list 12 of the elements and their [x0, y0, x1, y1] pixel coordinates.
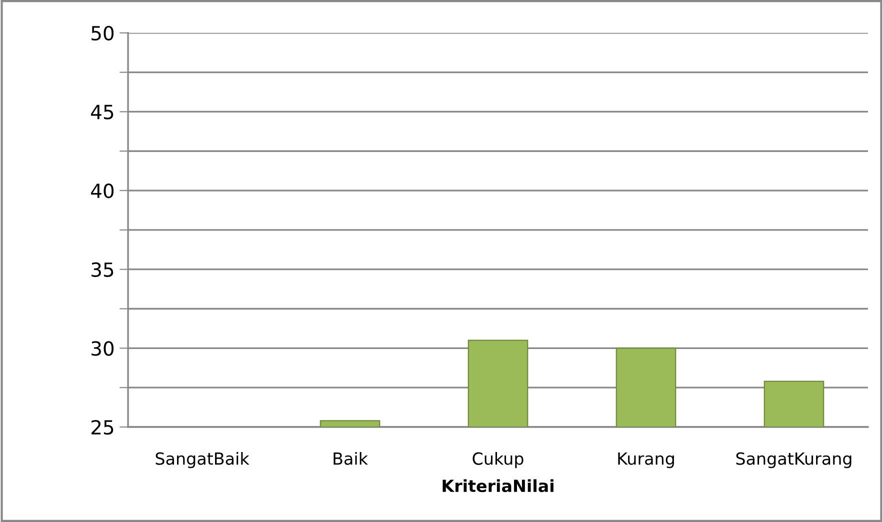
x-tick-label: Baik — [334, 452, 368, 465]
y-tick-label: 45 — [91, 104, 114, 120]
y-tick-label: 35 — [92, 262, 114, 278]
y-tick-label: 50 — [92, 26, 114, 41]
x-tick-label: Cukup — [472, 452, 524, 468]
x-tick-label: Kurang — [618, 452, 674, 468]
y-tick-label: 25 — [92, 420, 114, 435]
y-tick-label: 30 — [92, 341, 114, 356]
x-axis-title: KriteriaNilai — [442, 479, 554, 492]
x-tick-label: SangatKurang — [736, 452, 852, 468]
x-tick-label: SangatBaik — [156, 452, 250, 468]
y-tick-label: 40 — [91, 183, 114, 198]
